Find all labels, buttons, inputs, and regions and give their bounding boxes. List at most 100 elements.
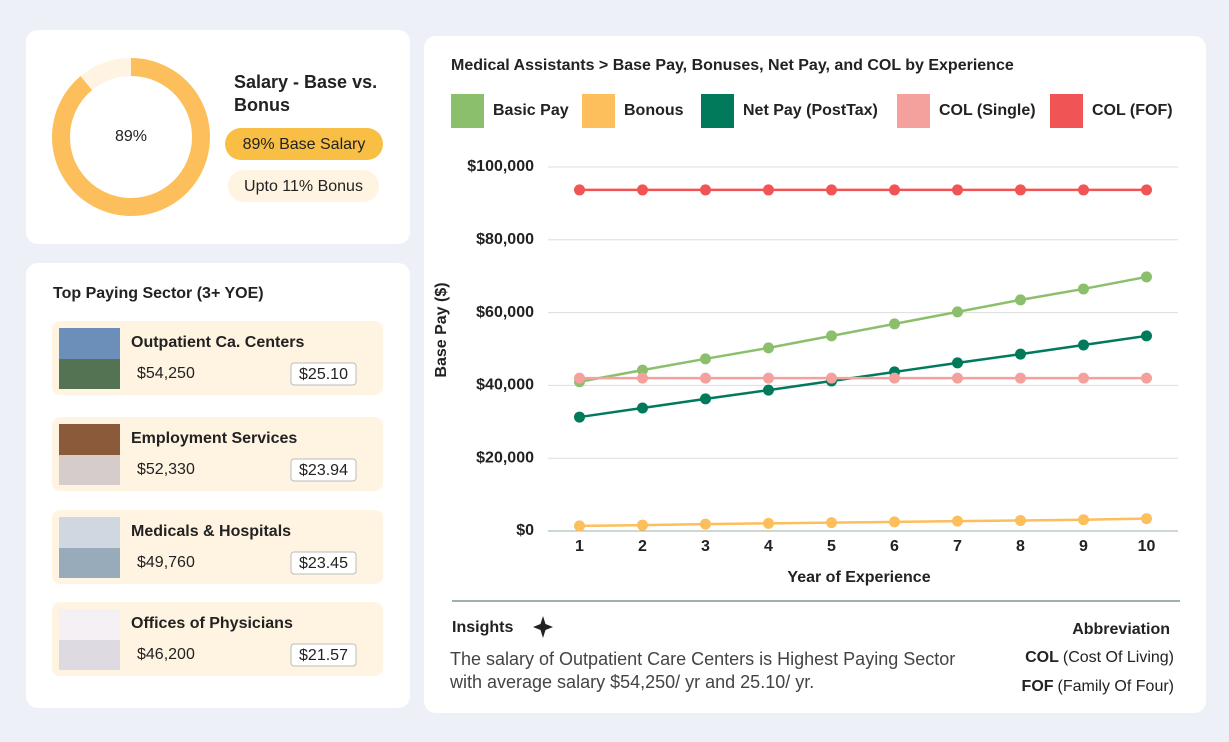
x-tick-label: 4 [764,538,773,555]
data-point [889,372,900,384]
sector-hourly: $25.10 [299,366,348,383]
data-point [574,411,585,423]
data-point [952,372,963,384]
abbreviation-full: (Family Of Four) [1058,678,1174,695]
sector-name: Employment Services [131,430,297,447]
x-tick-label: 10 [1138,538,1156,555]
data-point [700,353,711,365]
insights-text: The salary of Outpatient Care Centers is… [450,649,956,692]
sector-salary: $52,330 [137,461,195,478]
sector-name: Medicals & Hospitals [131,523,291,540]
data-point [952,357,963,369]
sector-name: Outpatient Ca. Centers [131,334,304,351]
data-point [1015,294,1026,306]
sparkle-icon [533,616,553,638]
data-point [637,372,648,384]
pill-label: 89% Base Salary [243,136,366,153]
x-tick-label: 5 [827,538,836,555]
data-point [1078,283,1089,295]
abbreviation-title: Abbreviation [1072,621,1170,638]
data-point [1078,339,1089,351]
y-tick-label: $40,000 [476,377,534,394]
hourly-box [290,551,357,575]
data-point [889,516,900,528]
x-tick-label: 1 [575,538,584,555]
data-point [1141,184,1152,196]
series-line [579,275,1147,383]
pill [228,170,379,202]
x-tick-label: 6 [890,538,899,555]
data-point [952,306,963,318]
data-point [826,184,837,196]
series-line [579,334,1147,419]
legend-label: Basic Pay [493,102,569,119]
data-point [1141,372,1152,384]
data-point [1015,184,1026,196]
sector-salary: $46,200 [137,646,195,663]
data-point [1078,514,1089,526]
donut-title: Salary - Base vs. Bonus [234,72,378,115]
legend-swatch [1050,94,1083,128]
data-point [1015,348,1026,360]
chart-title: Medical Assistants > Base Pay, Bonuses, … [451,57,1014,74]
x-axis-title: Year of Experience [787,569,930,586]
y-tick-label: $20,000 [476,449,534,466]
legend-label: Net Pay (PostTax) [743,102,878,119]
data-point [952,515,963,527]
sector-image-detail [59,640,120,670]
legend-label: Bonous [624,102,684,119]
x-tick-label: 3 [701,538,710,555]
data-point [700,184,711,196]
sector-image-detail [59,359,120,389]
legend-label: COL (FOF) [1092,102,1173,119]
insights-title: Insights [452,619,513,636]
hourly-box [290,362,357,386]
data-point [574,372,585,384]
x-tick-label: 8 [1016,538,1025,555]
sector-salary: $54,250 [137,365,195,382]
data-point [763,517,774,529]
abbreviation-key: COL [1025,649,1059,666]
data-point [700,393,711,405]
data-point [826,517,837,529]
sector-image-detail [59,455,120,485]
data-point [574,520,585,532]
line-chart: $0 $20,000 $40,000 $60,000 $80,000 $100,000 1 2… [451,94,1178,555]
sector-hourly: $23.94 [299,462,348,479]
data-point [700,518,711,530]
hourly-box [290,458,357,482]
data-point [763,372,774,384]
data-point [1015,372,1026,384]
pill [225,128,383,160]
data-point [1015,514,1026,526]
data-point [574,184,585,196]
series-line [579,517,1147,528]
data-point [889,318,900,330]
abbreviation-key: FOF [1022,678,1054,695]
sector-image-detail [59,548,120,578]
y-tick-label: $60,000 [476,304,534,321]
data-point [763,384,774,396]
sector-name: Offices of Physicians [131,615,293,632]
data-point [1078,372,1089,384]
pill-label: Upto 11% Bonus [244,178,363,195]
data-point [889,184,900,196]
donut-segment [80,58,132,91]
data-point [1141,513,1152,525]
abbreviation-item: FOF (Family Of Four) [1022,678,1174,695]
hourly-box [290,643,357,667]
legend-swatch [582,94,615,128]
abbreviation-full: (Cost Of Living) [1063,649,1174,666]
data-point [763,342,774,354]
data-point [952,184,963,196]
data-point [826,372,837,384]
data-point [826,330,837,342]
data-point [763,184,774,196]
abbreviation-item: COL (Cost Of Living) [1025,649,1174,666]
y-tick-label: $80,000 [476,231,534,248]
x-tick-label: 2 [638,538,647,555]
donut-segment [52,58,210,216]
sector-salary: $49,760 [137,554,195,571]
